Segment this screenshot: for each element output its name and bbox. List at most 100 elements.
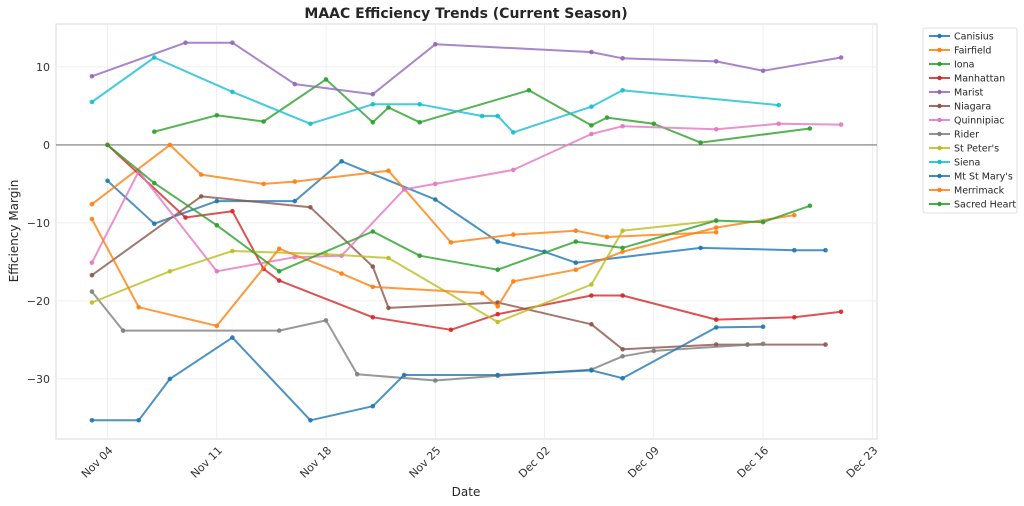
data-point-sacred-heart — [105, 142, 110, 148]
data-point-canisius — [495, 239, 501, 244]
data-point-manhattan — [713, 317, 719, 322]
data-point-siena — [776, 102, 781, 108]
data-point-st-peter-s — [167, 269, 173, 274]
legend-item-iona: Iona — [929, 60, 974, 71]
data-point-merrimack — [620, 249, 625, 255]
data-point-merrimack — [713, 225, 719, 230]
data-point-siena — [511, 130, 516, 135]
legend-marker-swatch — [937, 173, 942, 179]
data-point-merrimack — [339, 271, 344, 276]
data-point-siena — [89, 99, 95, 105]
y-tick-label: −20 — [27, 295, 50, 308]
series-fairfield — [89, 142, 719, 245]
data-point-quinnipiac — [589, 131, 594, 137]
data-point-merrimack — [89, 216, 95, 222]
data-point-sacred-heart — [417, 253, 423, 258]
series-line-siena — [91, 56, 779, 134]
y-tick-label: −10 — [27, 217, 50, 230]
data-point-quinnipiac — [620, 123, 625, 129]
data-point-mt-st-mary-s — [401, 372, 407, 378]
legend-item-merrimack: Merrimack — [929, 186, 1005, 197]
series-line-mt-st-mary-s — [91, 325, 764, 422]
data-point-manhattan — [230, 208, 235, 214]
data-point-siena — [308, 121, 313, 127]
series-sacred-heart — [105, 142, 813, 274]
data-point-sacred-heart — [713, 218, 719, 223]
data-point-canisius — [339, 159, 344, 164]
data-point-marist — [838, 55, 844, 60]
legend-marker-swatch — [937, 103, 942, 109]
data-point-marist — [292, 81, 298, 87]
data-point-merrimack — [511, 279, 516, 284]
data-point-sacred-heart — [152, 180, 157, 186]
data-point-canisius — [214, 198, 220, 204]
data-point-marist — [433, 42, 438, 47]
y-tick-label: −30 — [27, 373, 50, 386]
data-point-manhattan — [838, 309, 844, 315]
chart-title: MAAC Efficiency Trends (Current Season) — [304, 6, 627, 22]
data-point-mt-st-mary-s — [89, 418, 95, 423]
legend-label: Siena — [954, 158, 980, 169]
y-axis-label: Efficiency Margin — [7, 180, 21, 283]
data-point-iona — [417, 120, 423, 125]
legend-item-niagara: Niagara — [929, 102, 991, 113]
legend-item-siena: Siena — [929, 158, 980, 169]
legend-label: St Peter's — [954, 144, 999, 155]
y-axis-ticks: 10 0 −10 −20 −30 — [27, 61, 50, 386]
data-point-siena — [152, 55, 157, 60]
data-point-merrimack — [276, 246, 282, 251]
data-point-quinnipiac — [433, 181, 438, 187]
data-point-iona — [323, 77, 329, 82]
data-point-quinnipiac — [776, 121, 781, 127]
legend-label: Quinnipiac — [954, 116, 1005, 127]
data-point-sacred-heart — [370, 229, 376, 234]
data-point-merrimack — [479, 290, 485, 296]
data-point-merrimack — [792, 212, 797, 218]
legend-item-rider: Rider — [929, 130, 979, 141]
series-quinnipiac — [89, 121, 844, 274]
data-point-sacred-heart — [276, 269, 282, 274]
data-point-niagara — [620, 347, 625, 352]
data-point-niagara — [370, 264, 376, 269]
legend-marker-swatch — [937, 117, 942, 123]
data-point-st-peter-s — [589, 282, 594, 287]
legend: Canisius Fairfield Iona Manhattan Marist Niag… — [922, 27, 1018, 214]
data-point-st-peter-s — [495, 319, 501, 325]
series-canisius — [105, 159, 828, 266]
legend-label: Fairfield — [954, 46, 991, 57]
series-lines — [89, 40, 844, 423]
legend-item-fairfield: Fairfield — [929, 46, 991, 57]
data-point-mt-st-mary-s — [370, 403, 376, 409]
data-point-niagara — [713, 342, 719, 347]
data-point-fairfield — [604, 234, 610, 240]
data-point-canisius — [698, 245, 703, 251]
data-point-siena — [479, 113, 485, 119]
data-point-quinnipiac — [401, 187, 407, 192]
legend-label: Merrimack — [954, 186, 1005, 197]
series-manhattan — [105, 142, 844, 333]
legend-box — [922, 27, 1018, 214]
data-point-canisius — [152, 221, 157, 226]
data-point-mt-st-mary-s — [620, 375, 625, 381]
data-point-rider — [323, 318, 329, 323]
data-point-marist — [230, 40, 235, 45]
data-point-manhattan — [370, 315, 376, 320]
data-point-merrimack — [136, 304, 141, 310]
data-point-iona — [370, 120, 376, 125]
data-point-canisius — [792, 247, 797, 253]
data-point-siena — [589, 104, 594, 109]
data-point-manhattan — [792, 315, 797, 320]
data-point-fairfield — [261, 181, 266, 187]
data-point-sacred-heart — [495, 267, 501, 273]
legend-item-quinnipiac: Quinnipiac — [929, 116, 1005, 127]
legend-label: Manhattan — [954, 74, 1005, 85]
data-point-canisius — [823, 247, 828, 253]
data-point-st-peter-s — [89, 300, 95, 305]
data-point-iona — [589, 123, 594, 128]
data-point-rider — [276, 328, 282, 333]
legend-marker-swatch — [937, 33, 942, 39]
series-siena — [89, 55, 781, 135]
series-mt-st-mary-s — [89, 324, 766, 423]
data-point-siena — [417, 102, 423, 107]
